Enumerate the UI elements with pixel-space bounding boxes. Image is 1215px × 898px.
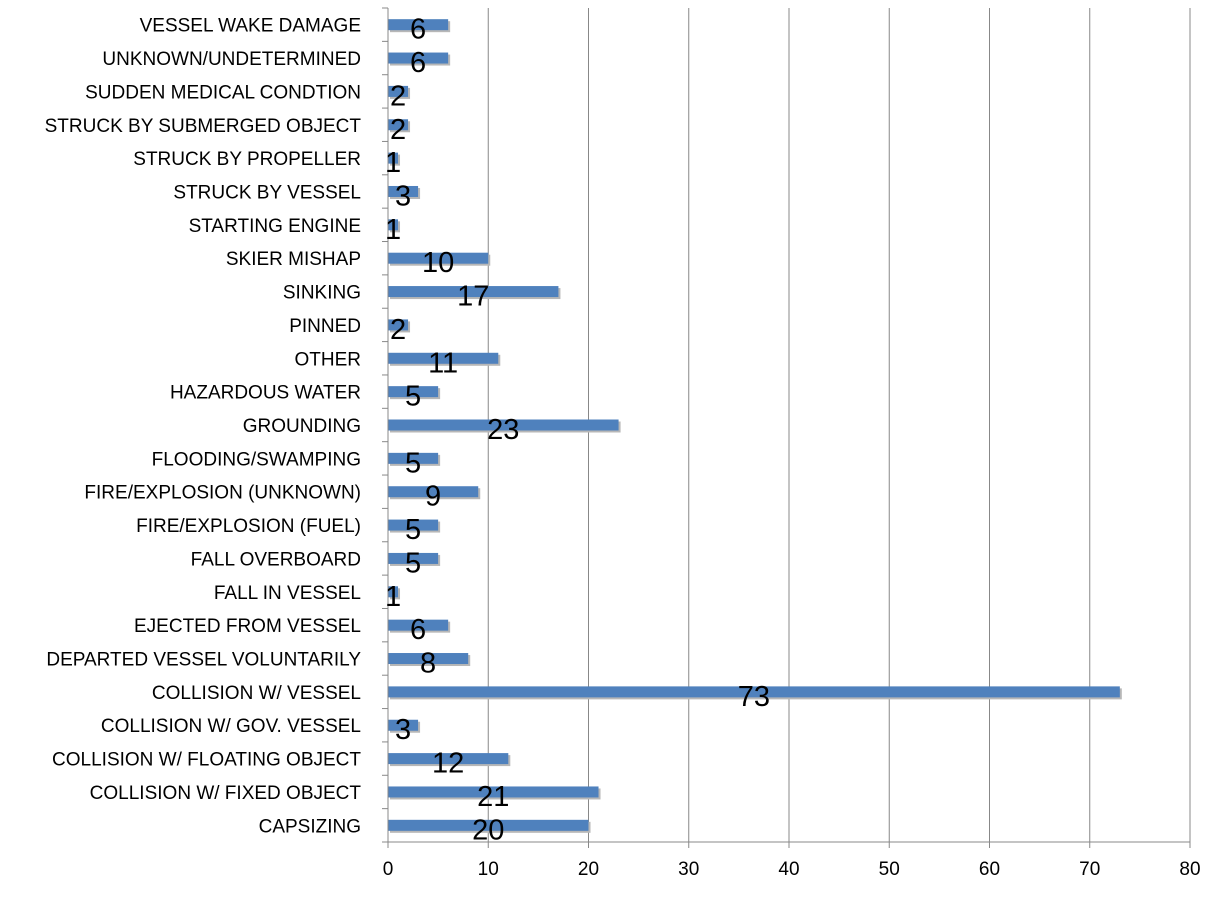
data-label: 3 [395,714,411,746]
category-label: OTHER [295,349,362,370]
bar [388,52,449,64]
bar [388,519,439,531]
bar [388,185,419,197]
data-label: 2 [390,114,406,146]
category-label: VESSEL WAKE DAMAGE [140,16,361,37]
x-tick-label: 10 [478,859,499,880]
data-label: 17 [457,281,489,313]
category-label: STRUCK BY SUBMERGED OBJECT [45,116,362,137]
x-tick-label: 60 [979,859,1000,880]
data-label: 1 [385,214,401,246]
category-label: SUDDEN MEDICAL CONDTION [85,82,361,103]
bar [388,452,439,464]
x-tick-label: 50 [879,859,900,880]
category-labels: CAPSIZING COLLISION W/ FIXED OBJECT COLLIS… [45,16,362,838]
category-label: CAPSIZING [259,816,361,837]
data-label: 5 [405,381,421,413]
data-label: 6 [410,47,426,79]
data-label: 20 [472,814,504,846]
x-tick-label: 30 [678,859,699,880]
bar [388,719,419,731]
axes [382,7,1191,848]
data-label: 5 [405,547,421,579]
data-label: 5 [405,514,421,546]
gridlines [487,8,1191,842]
bar [388,219,399,231]
data-label: 21 [477,781,509,813]
data-label: 1 [385,581,401,613]
data-label: 9 [425,481,441,513]
category-label: COLLISION W/ VESSEL [152,683,361,704]
category-label: GROUNDING [243,416,361,437]
bar [388,619,449,631]
x-tick-label: 0 [383,859,394,880]
category-label: SINKING [283,283,361,304]
category-label: FALL OVERBOARD [191,549,361,570]
category-label: DEPARTED VESSEL VOLUNTARILY [46,650,361,671]
category-label: PINNED [289,316,361,337]
category-label: EJECTED FROM VESSEL [134,616,361,637]
category-label: FIRE/EXPLOSION (FUEL) [136,516,361,537]
data-label: 10 [422,247,454,279]
category-label: FLOODING/SWAMPING [152,449,361,470]
category-label: COLLISION W/ GOV. VESSEL [101,716,361,737]
data-label: 5 [405,447,421,479]
category-label: UNKNOWN/UNDETERMINED [102,49,361,70]
category-label: STRUCK BY VESSEL [173,182,361,203]
category-label: STARTING ENGINE [189,216,361,237]
bar [388,319,409,331]
bar [388,152,399,164]
data-label: 12 [432,748,464,780]
data-label: 6 [410,614,426,646]
data-label: 73 [738,681,770,713]
bar [388,119,409,131]
category-label: FIRE/EXPLOSION (UNKNOWN) [84,483,361,504]
bar [388,686,1120,698]
bar [388,419,619,431]
data-label: 1 [385,147,401,179]
bar [388,252,489,264]
category-label: STRUCK BY PROPELLER [133,149,361,170]
category-label: COLLISION W/ FLOATING OBJECT [52,750,361,771]
x-tick-label: 70 [1079,859,1100,880]
bar [388,552,439,564]
bar [388,786,599,798]
x-tick-label: 40 [778,859,799,880]
bar [388,352,499,364]
category-label: SKIER MISHAP [226,249,361,270]
bar [388,586,399,598]
data-label: 3 [395,180,411,212]
bar [388,486,479,498]
x-tick-label: 20 [578,859,599,880]
bar [388,19,449,31]
bar [388,819,589,831]
bar [388,85,409,97]
data-label: 2 [390,80,406,112]
data-label: 2 [390,314,406,346]
bar [388,386,439,398]
bar [388,286,559,298]
data-label: 11 [428,347,458,379]
data-label: 6 [410,14,426,46]
bar [388,753,509,765]
x-tick-label: 80 [1179,859,1200,880]
data-label: 8 [420,648,436,680]
data-label: 23 [487,414,519,446]
category-label: FALL IN VESSEL [214,583,361,604]
bars [388,19,1122,833]
x-tick-labels: 0 10 20 30 40 50 60 70 80 [383,859,1201,880]
category-label: HAZARDOUS WATER [170,383,361,404]
bar [388,653,469,665]
category-label: COLLISION W/ FIXED OBJECT [90,783,362,804]
